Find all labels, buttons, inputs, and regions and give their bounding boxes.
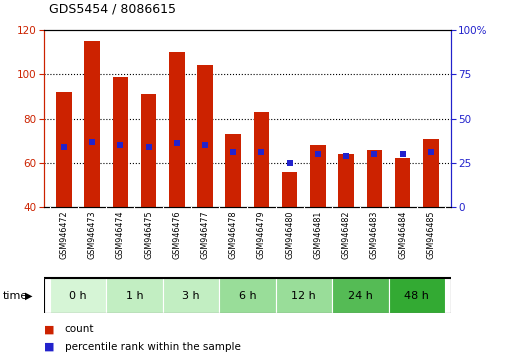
Bar (112, 76, 128, 207)
Text: count: count (65, 324, 94, 334)
Bar (50, 278, 106, 313)
Text: 0 h: 0 h (69, 291, 87, 301)
Bar (106, 278, 163, 313)
Text: GSM946476: GSM946476 (172, 211, 181, 259)
Bar (84, 41, 100, 207)
Text: GSM946481: GSM946481 (313, 211, 322, 259)
Bar (163, 278, 219, 313)
Bar (197, 65, 213, 207)
Text: ■: ■ (44, 342, 54, 352)
Bar (338, 154, 354, 207)
Bar (276, 278, 332, 313)
Text: GSM946482: GSM946482 (342, 211, 351, 259)
Text: GDS5454 / 8086615: GDS5454 / 8086615 (49, 3, 176, 16)
Text: GSM946475: GSM946475 (144, 211, 153, 259)
Text: 3 h: 3 h (182, 291, 199, 301)
Bar (254, 112, 269, 207)
Bar (388, 278, 445, 313)
Bar (310, 145, 326, 207)
Bar (332, 278, 388, 313)
Text: GSM946484: GSM946484 (398, 211, 407, 259)
Text: 48 h: 48 h (405, 291, 429, 301)
Text: percentile rank within the sample: percentile rank within the sample (65, 342, 241, 352)
Text: GSM946485: GSM946485 (426, 211, 436, 259)
Bar (169, 52, 184, 207)
Text: 12 h: 12 h (292, 291, 316, 301)
Bar (395, 159, 410, 207)
Bar (219, 278, 276, 313)
Text: GSM946474: GSM946474 (116, 211, 125, 259)
Text: GSM946478: GSM946478 (229, 211, 238, 259)
Text: GSM946479: GSM946479 (257, 211, 266, 259)
Text: time: time (3, 291, 28, 301)
Bar (141, 94, 156, 207)
Text: GSM946480: GSM946480 (285, 211, 294, 259)
Bar (367, 149, 382, 207)
Bar (423, 138, 439, 207)
Text: GSM946483: GSM946483 (370, 211, 379, 259)
Text: GSM946473: GSM946473 (88, 211, 96, 259)
Text: 6 h: 6 h (238, 291, 256, 301)
Text: ■: ■ (44, 324, 54, 334)
Text: 1 h: 1 h (125, 291, 143, 301)
Bar (225, 134, 241, 207)
Text: GSM946477: GSM946477 (200, 211, 209, 259)
Bar (282, 172, 297, 207)
Text: 24 h: 24 h (348, 291, 373, 301)
Text: GSM946472: GSM946472 (59, 211, 68, 259)
Text: ▶: ▶ (25, 291, 32, 301)
Bar (56, 92, 71, 207)
